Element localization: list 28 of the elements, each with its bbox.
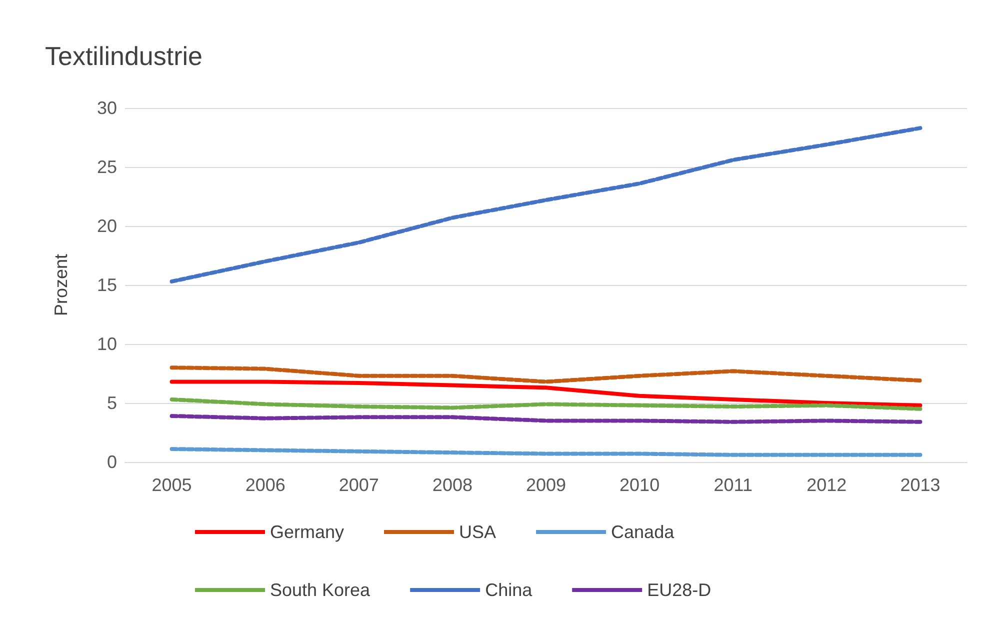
y-tick-label: 30 bbox=[96, 98, 117, 118]
x-tick-label: 2011 bbox=[714, 475, 752, 495]
y-tick-label: 0 bbox=[106, 452, 117, 472]
x-tick-label: 2012 bbox=[806, 475, 847, 495]
line-series bbox=[170, 380, 922, 408]
x-tick-label: 2010 bbox=[620, 475, 660, 495]
y-tick-label: 15 bbox=[96, 275, 117, 295]
legend-label: EU28-D bbox=[647, 580, 712, 600]
x-tick-label: 2009 bbox=[526, 475, 566, 495]
x-tick-label: 2013 bbox=[900, 475, 940, 495]
x-tick-label: 2008 bbox=[432, 475, 472, 495]
legend-label: China bbox=[485, 580, 534, 600]
legend-label: USA bbox=[459, 522, 496, 542]
chart-title: Textilindustrie bbox=[45, 41, 203, 71]
line-series bbox=[170, 126, 922, 284]
y-tick-label: 5 bbox=[106, 393, 117, 413]
legend-label: Germany bbox=[270, 522, 344, 542]
y-tick-label: 20 bbox=[96, 216, 117, 236]
line-series bbox=[170, 366, 922, 384]
y-tick-label: 25 bbox=[96, 157, 117, 177]
legend-label: Canada bbox=[611, 522, 676, 542]
x-tick-label: 2007 bbox=[338, 475, 379, 495]
x-tick-label: 2006 bbox=[245, 475, 286, 495]
line-series bbox=[170, 397, 922, 411]
legend-label: South Korea bbox=[270, 580, 372, 600]
y-tick-label: 10 bbox=[96, 334, 117, 354]
y-axis-title: Prozent bbox=[51, 254, 71, 316]
x-tick-label: 2005 bbox=[152, 475, 192, 495]
